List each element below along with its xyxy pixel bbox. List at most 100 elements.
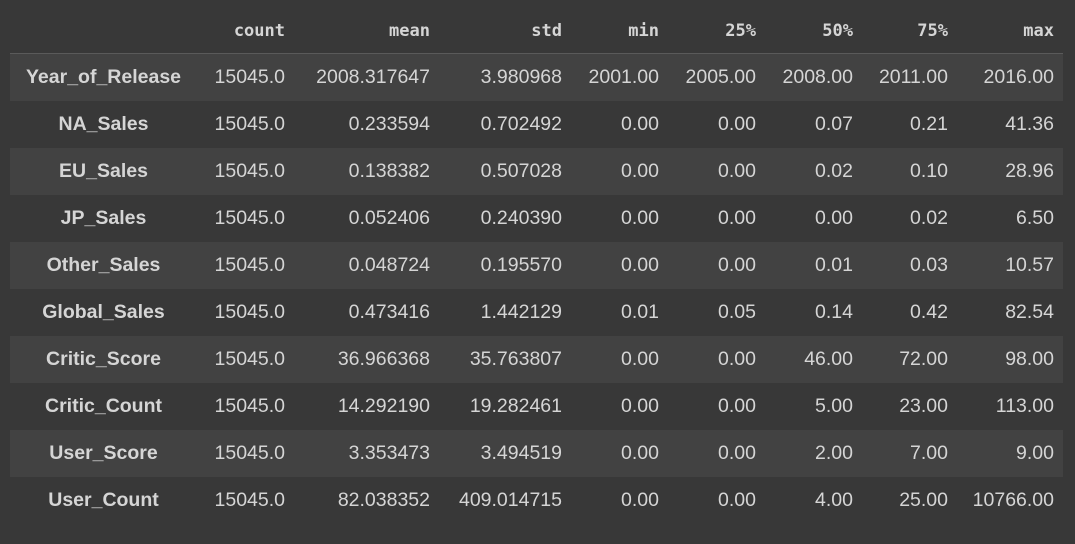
table-cell: 15045.0 xyxy=(214,206,286,229)
table-cell: 82.038352 xyxy=(337,488,430,511)
index-header xyxy=(10,8,197,54)
table-row: User_Score 15045.0 3.353473 3.494519 0.00 0.0… xyxy=(10,429,1063,477)
table-cell: 15045.0 xyxy=(214,159,286,182)
table-cell: 4.00 xyxy=(815,488,853,511)
table-cell: 0.233594 xyxy=(348,112,430,135)
row-label: Other_Sales xyxy=(46,253,161,276)
column-header: count xyxy=(233,20,285,41)
column-header: 50% xyxy=(822,20,853,41)
table-cell: 15045.0 xyxy=(214,65,286,88)
table-cell: 0.00 xyxy=(718,159,756,182)
table-row: EU_Sales 15045.0 0.138382 0.507028 0.00 0.00 0… xyxy=(10,147,1063,195)
table-cell: 10.57 xyxy=(1005,253,1054,276)
row-label: Critic_Count xyxy=(45,394,162,417)
row-label: Year_of_Release xyxy=(25,65,182,88)
table-cell: 35.763807 xyxy=(469,347,562,370)
column-header: max xyxy=(1023,20,1054,41)
table-cell: 14.292190 xyxy=(337,394,430,417)
table-row: Global_Sales 15045.0 0.473416 1.442129 0.01 0… xyxy=(10,288,1063,336)
row-label: NA_Sales xyxy=(58,112,149,135)
table-row: User_Count 15045.0 82.038352 409.014715 0.00… xyxy=(10,476,1063,524)
table-cell: 0.00 xyxy=(718,394,756,417)
table-cell: 2005.00 xyxy=(685,65,757,88)
table-cell: 2016.00 xyxy=(983,65,1055,88)
table-cell: 2008.317647 xyxy=(316,65,430,88)
table-cell: 0.00 xyxy=(621,253,659,276)
column-header: 25% xyxy=(725,20,756,41)
table-cell: 2011.00 xyxy=(878,65,948,88)
table-cell: 28.96 xyxy=(1005,159,1054,182)
column-header: min xyxy=(628,20,659,41)
table-row: Critic_Count 15045.0 14.292190 19.282461 0.0… xyxy=(10,382,1063,430)
table-cell: 2001.00 xyxy=(588,65,660,88)
table-cell: 3.353473 xyxy=(348,441,430,464)
table-cell: 0.05 xyxy=(718,300,756,323)
table-cell: 0.07 xyxy=(815,112,853,135)
table-row: JP_Sales 15045.0 0.052406 0.240390 0.00 0.00 0… xyxy=(10,194,1063,242)
table-cell: 0.195570 xyxy=(480,253,562,276)
table-cell: 0.00 xyxy=(718,488,756,511)
table-cell: 0.03 xyxy=(910,253,948,276)
dataframe-table: count mean std min 25% 50% 75% max Year_of_Rele… xyxy=(10,8,1063,524)
table-cell: 1.442129 xyxy=(480,300,562,323)
table-cell: 0.10 xyxy=(910,159,948,182)
describe-output: count mean std min 25% 50% 75% max Year_of_Rele… xyxy=(10,8,1063,524)
table-cell: 2008.00 xyxy=(782,65,854,88)
row-label: JP_Sales xyxy=(60,206,147,229)
table-cell: 15045.0 xyxy=(214,441,286,464)
table-row: Critic_Score 15045.0 36.966368 35.763807 0.0… xyxy=(10,335,1063,383)
table-cell: 19.282461 xyxy=(469,394,562,417)
table-cell: 3.980968 xyxy=(480,65,562,88)
table-cell: 98.00 xyxy=(1005,347,1054,370)
table-cell: 23.00 xyxy=(899,394,948,417)
table-cell: 25.00 xyxy=(899,488,948,511)
table-cell: 2.00 xyxy=(815,441,853,464)
table-cell: 0.00 xyxy=(718,206,756,229)
column-header: std xyxy=(531,20,562,41)
table-cell: 0.00 xyxy=(621,394,659,417)
table-cell: 15045.0 xyxy=(214,394,286,417)
table-cell: 0.702492 xyxy=(480,112,562,135)
table-cell: 0.00 xyxy=(621,441,659,464)
table-row: Year_of_Release 15045.0 2008.317647 3.98096… xyxy=(10,53,1063,101)
table-cell: 41.36 xyxy=(1005,112,1054,135)
table-cell: 0.00 xyxy=(621,206,659,229)
column-header: mean xyxy=(389,20,430,41)
table-body: Year_of_Release 15045.0 2008.317647 3.98096… xyxy=(10,53,1063,524)
table-cell: 15045.0 xyxy=(214,253,286,276)
table-row: NA_Sales 15045.0 0.233594 0.702492 0.00 0.00 0… xyxy=(10,100,1063,148)
table-cell: 46.00 xyxy=(804,347,853,370)
table-cell: 0.01 xyxy=(621,300,659,323)
table-cell: 0.048724 xyxy=(348,253,430,276)
table-cell: 0.00 xyxy=(621,347,659,370)
table-cell: 10766.00 xyxy=(972,488,1054,511)
row-label: Critic_Score xyxy=(46,347,161,370)
table-cell: 0.02 xyxy=(815,159,853,182)
table-cell: 0.473416 xyxy=(348,300,430,323)
table-cell: 0.240390 xyxy=(480,206,562,229)
table-cell: 113.00 xyxy=(995,394,1054,417)
table-cell: 0.14 xyxy=(815,300,853,323)
row-label: User_Count xyxy=(48,488,159,511)
table-cell: 6.50 xyxy=(1016,206,1054,229)
table-cell: 0.00 xyxy=(718,112,756,135)
table-cell: 0.507028 xyxy=(480,159,562,182)
table-cell: 15045.0 xyxy=(214,488,286,511)
table-cell: 15045.0 xyxy=(214,300,286,323)
table-cell: 0.00 xyxy=(621,112,659,135)
table-cell: 72.00 xyxy=(899,347,948,370)
table-header: count mean std min 25% 50% 75% max xyxy=(10,8,1063,54)
table-cell: 15045.0 xyxy=(214,347,286,370)
row-label: EU_Sales xyxy=(59,159,148,182)
table-cell: 0.01 xyxy=(815,253,853,276)
row-label: User_Score xyxy=(49,441,158,464)
table-cell: 0.02 xyxy=(910,206,948,229)
table-cell: 0.00 xyxy=(621,488,659,511)
table-cell: 7.00 xyxy=(910,441,948,464)
table-cell: 0.00 xyxy=(815,206,853,229)
table-cell: 0.052406 xyxy=(348,206,430,229)
table-cell: 0.138382 xyxy=(348,159,430,182)
table-cell: 9.00 xyxy=(1016,441,1054,464)
table-cell: 36.966368 xyxy=(337,347,430,370)
table-cell: 0.00 xyxy=(718,347,756,370)
